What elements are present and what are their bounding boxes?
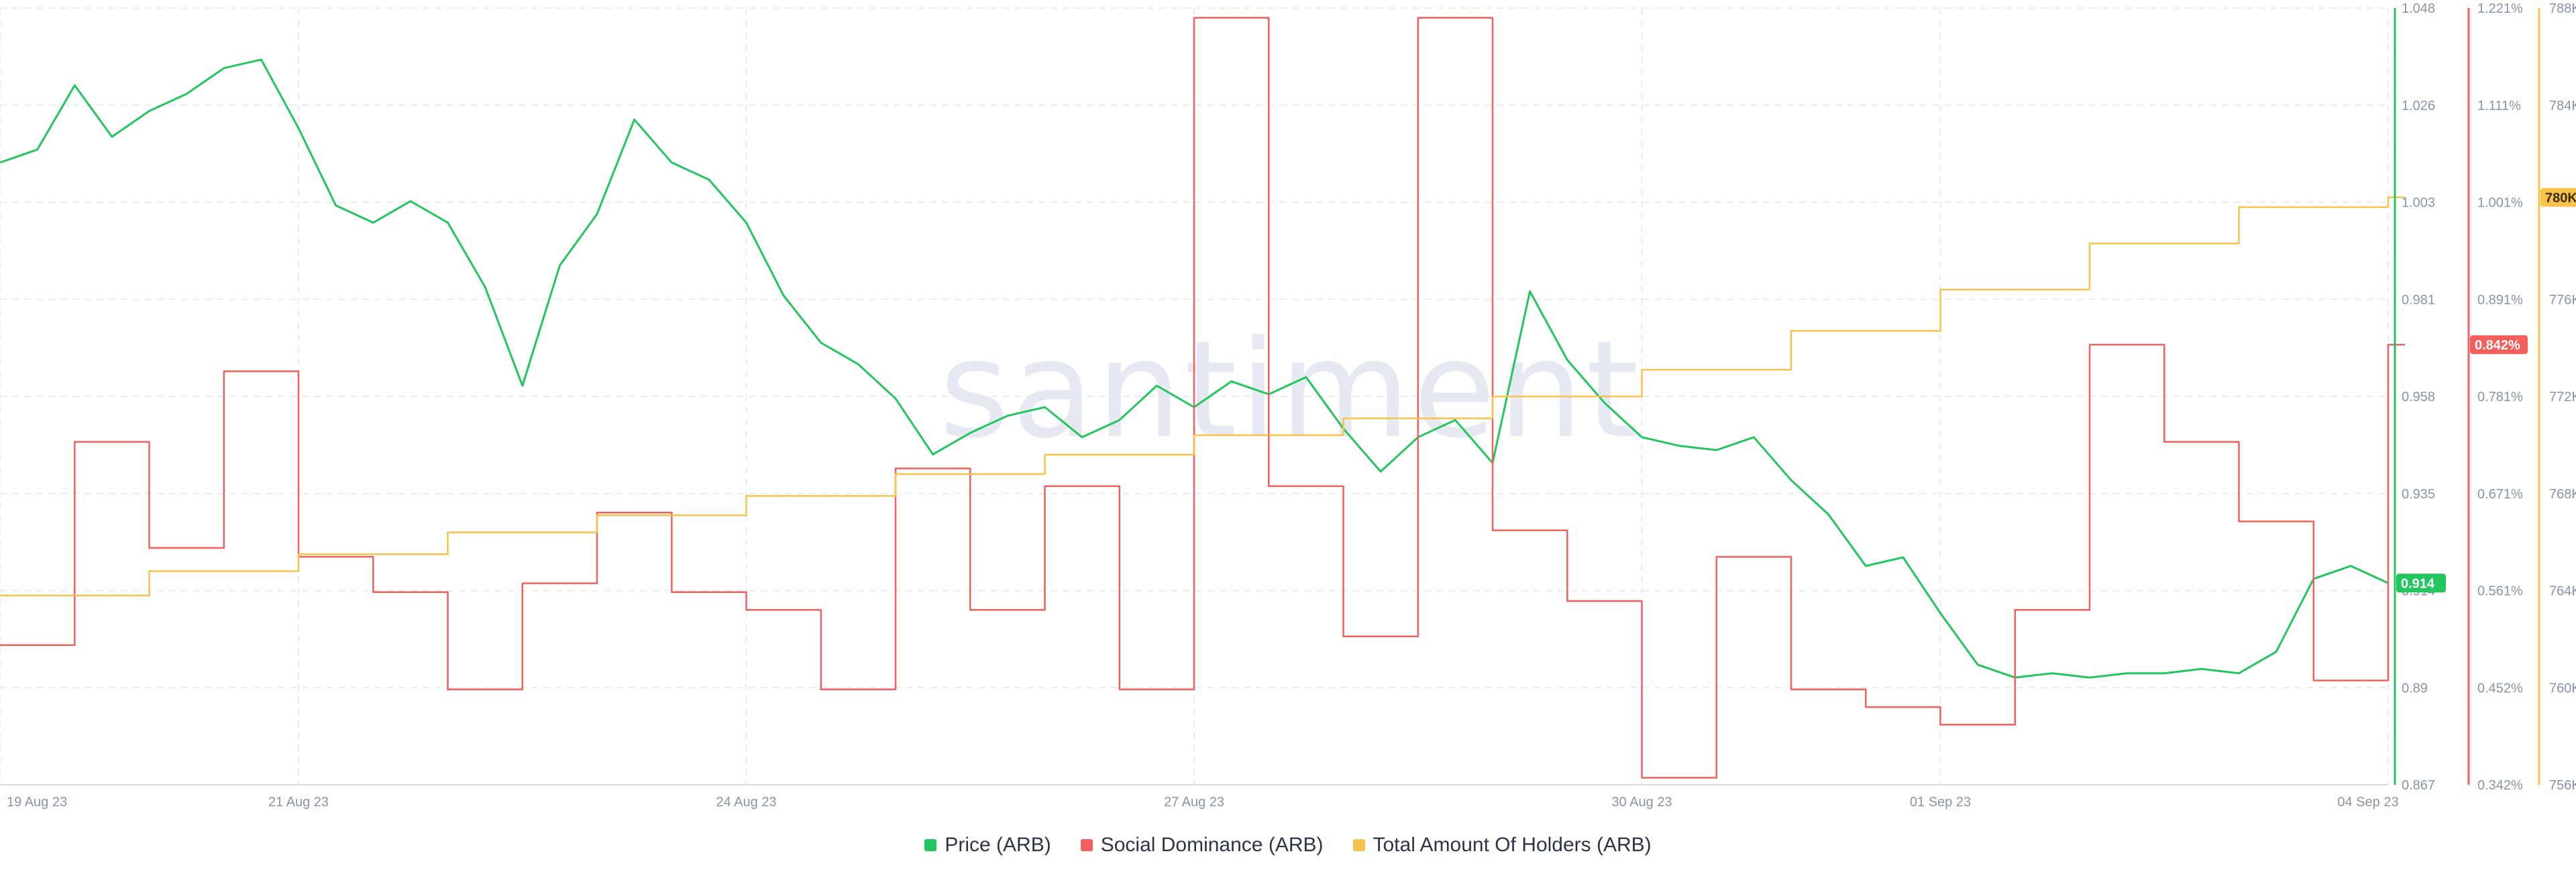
holders-tick-label: 772K (2549, 390, 2576, 404)
holders-badge-bg (2540, 188, 2576, 207)
social-badge-text: 0.842% (2475, 338, 2520, 353)
price-badge-text: 0.914 (2401, 576, 2435, 591)
price-tick-label: 0.867 (2402, 778, 2435, 793)
price-tick-label: 0.958 (2402, 390, 2435, 404)
social-tick-label: 1.221% (2477, 1, 2523, 16)
axis-layer: 1.048 1.026 1.003 0.981 0.958 0.935 0.914 0.89 0… (7, 1, 2576, 810)
chart-canvas: santiment 1.048 1.026 1.003 0.981 0.958 0.935… (0, 1, 2576, 810)
holders-tick-label: 756K (2549, 778, 2576, 793)
social-tick-label: 1.001% (2477, 196, 2523, 211)
legend-label: Social Dominance (ARB) (1100, 834, 1324, 856)
holders-tick-label: 776K (2549, 292, 2576, 307)
price-tick-label: 0.89 (2402, 681, 2428, 696)
social-value-badge: 0.842% (2470, 335, 2528, 354)
price-tick-label: 0.935 (2402, 487, 2435, 502)
x-tick-label: 21 Aug 23 (268, 795, 329, 810)
price-badge-bg (2396, 574, 2446, 593)
x-tick-label: 30 Aug 23 (1611, 795, 1672, 810)
x-tick-label: 27 Aug 23 (1164, 795, 1224, 810)
watermark: santiment (939, 312, 1642, 468)
legend-swatch (924, 839, 937, 851)
legend: Price (ARB) Social Dominance (ARB) Total A… (0, 825, 2576, 865)
holders-value-badge: 780K (2540, 188, 2576, 207)
legend-item[interactable]: Total Amount Of Holders (ARB) (1352, 834, 1652, 857)
social-tick-label: 0.781% (2477, 390, 2523, 404)
price-tick-label: 1.048 (2402, 1, 2435, 16)
social-tick-label: 0.342% (2477, 778, 2523, 793)
social-tick-label: 0.671% (2477, 487, 2523, 502)
series-line-holders (0, 197, 2405, 596)
holders-tick-label: 768K (2549, 487, 2576, 502)
holders-badge-text: 780K (2545, 190, 2576, 205)
legend-label: Total Amount Of Holders (ARB) (1373, 834, 1652, 856)
series-line-social (0, 17, 2405, 779)
price-tick-label: 0.981 (2402, 292, 2435, 307)
x-tick-label: 19 Aug 23 (7, 795, 67, 810)
legend-item[interactable]: Price (ARB) (924, 834, 1051, 857)
social-tick-label: 0.891% (2477, 292, 2523, 307)
price-tick-label: 1.003 (2402, 196, 2435, 211)
badge-layer: 0.914 0.842% 780K (2396, 188, 2576, 593)
legend-item[interactable]: Social Dominance (ARB) (1080, 834, 1324, 857)
holders-tick-label: 764K (2549, 584, 2576, 599)
x-tick-label: 04 Sep 23 (2337, 795, 2398, 810)
social-tick-label: 1.111% (2477, 99, 2521, 113)
price-value-badge: 0.914 (2396, 574, 2446, 593)
x-tick-label: 01 Sep 23 (1910, 795, 1971, 810)
holders-tick-label: 788K (2549, 1, 2576, 16)
legend-swatch (1352, 839, 1365, 851)
social-tick-label: 0.452% (2477, 681, 2523, 696)
legend-label: Price (ARB) (945, 834, 1051, 856)
x-tick-label: 24 Aug 23 (716, 795, 776, 810)
price-tick-label: 1.026 (2402, 99, 2435, 113)
series-layer (0, 17, 2405, 779)
holders-tick-label: 784K (2549, 99, 2576, 113)
social-badge-bg (2470, 335, 2528, 354)
holders-tick-label: 760K (2549, 681, 2576, 696)
social-tick-label: 0.561% (2477, 584, 2523, 599)
legend-swatch (1080, 839, 1093, 851)
